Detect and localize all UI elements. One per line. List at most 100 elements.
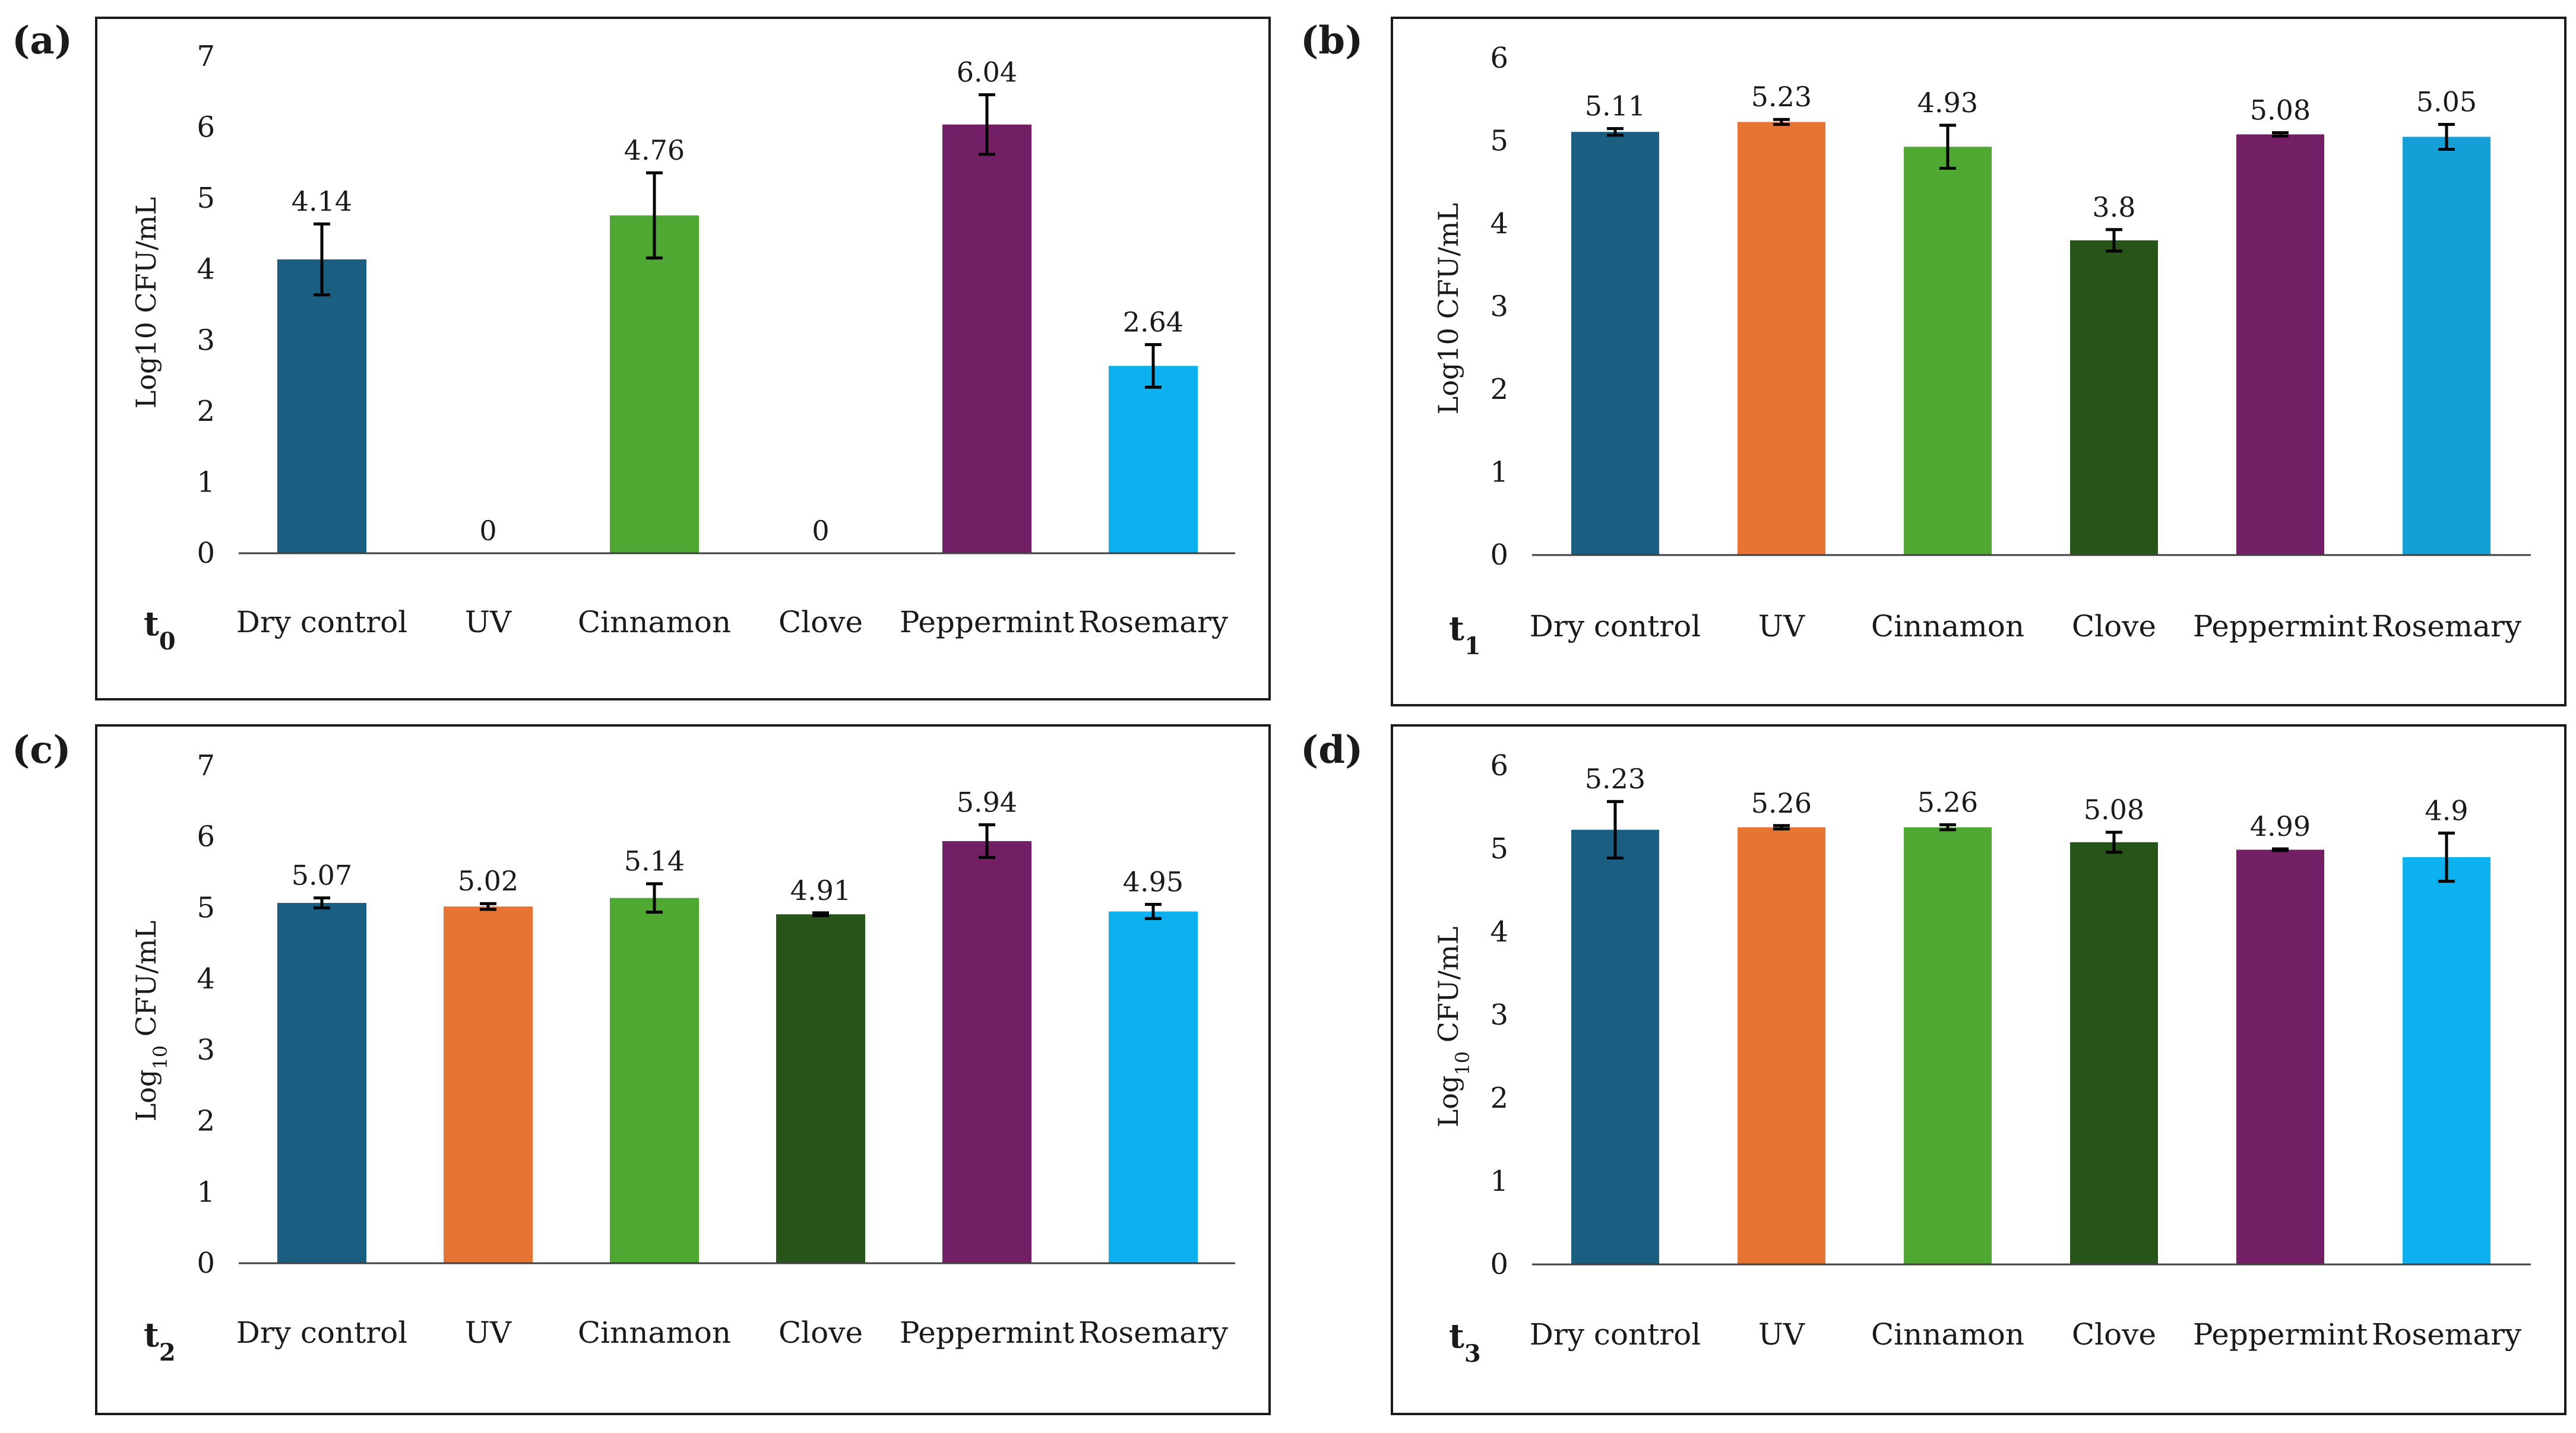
panel-frame	[1391, 17, 2566, 706]
data-label: 4.14	[292, 185, 352, 217]
error-bar	[1607, 127, 1624, 137]
bar	[942, 124, 1031, 553]
category-label: Cinnamon	[1871, 1317, 2024, 1352]
data-label: 5.05	[2416, 86, 2477, 118]
bar	[1571, 132, 1659, 555]
bar	[2070, 842, 2158, 1264]
y-tick-label: 3	[197, 1033, 215, 1067]
bar	[444, 906, 533, 1263]
category-label: Cinnamon	[1871, 609, 2024, 643]
bar	[776, 914, 865, 1263]
bar	[610, 215, 699, 554]
y-tick-label: 5	[197, 891, 215, 924]
error-bar	[1939, 123, 1956, 170]
panel-letter: (c)	[12, 728, 71, 772]
y-tick-label: 4	[197, 962, 215, 996]
y-tick-label: 0	[197, 1247, 215, 1280]
category-label: Cinnamon	[578, 605, 731, 639]
category-label: Clove	[2072, 1317, 2156, 1352]
bar	[2236, 849, 2324, 1264]
data-label: 5.02	[458, 865, 518, 897]
y-tick-label: 7	[197, 40, 215, 73]
category-label: Peppermint	[900, 1315, 1074, 1350]
panel-frame	[95, 724, 1271, 1415]
y-tick-label: 2	[197, 395, 215, 428]
data-label: 0	[479, 515, 496, 547]
y-axis-label: Log10 CFU/mL	[130, 921, 172, 1122]
data-label: 4.99	[2250, 810, 2311, 842]
error-bar	[480, 902, 496, 911]
bar	[1571, 829, 1659, 1264]
y-tick-label: 1	[197, 465, 215, 499]
error-bar	[1607, 800, 1624, 860]
bar	[2403, 137, 2490, 555]
category-label: UV	[1758, 1317, 1805, 1352]
category-label: Rosemary	[1078, 605, 1229, 639]
category-label: Clove	[779, 605, 863, 639]
y-tick-label: 2	[1490, 373, 1508, 406]
bar	[942, 841, 1031, 1263]
plot-area: 0 1 2 3 4 5 6 7 4.14 Dry control 0 UV 4.76 Cinnamon 0 C…	[197, 40, 1235, 639]
bar	[1738, 122, 1825, 556]
bar	[277, 903, 366, 1263]
data-label: 5.23	[1751, 81, 1812, 113]
y-tick-label: 3	[1490, 998, 1508, 1032]
panel-letter: (a)	[12, 18, 72, 63]
error-bar	[1773, 118, 1790, 126]
error-bar	[2438, 831, 2455, 883]
y-tick-label: 5	[1490, 125, 1508, 158]
bar	[277, 259, 366, 553]
data-label: 5.94	[957, 786, 1017, 818]
category-label: Rosemary	[2372, 1317, 2522, 1352]
bar	[610, 898, 699, 1263]
plot-area: 0 1 2 3 4 5 6 5.23 Dry control 5.26 UV 5.26 Cinnamon…	[1490, 749, 2531, 1352]
error-bar	[2272, 131, 2289, 138]
data-label: 5.26	[1917, 786, 1978, 818]
y-tick-label: 5	[1490, 832, 1508, 865]
data-label: 5.14	[624, 845, 685, 877]
panel-letter: (d)	[1300, 728, 1363, 772]
data-label: 5.23	[1585, 763, 1645, 795]
y-tick-label: 6	[1490, 42, 1508, 75]
category-label: Clove	[2072, 609, 2156, 643]
bar	[1904, 147, 1992, 555]
category-label: Peppermint	[2193, 1317, 2368, 1352]
category-label: Peppermint	[900, 605, 1074, 639]
data-label: 0	[812, 515, 829, 547]
error-bar	[2106, 228, 2122, 253]
category-label: UV	[465, 1315, 512, 1350]
category-label: Cinnamon	[578, 1315, 731, 1350]
data-label: 2.64	[1123, 306, 1183, 338]
data-label: 5.07	[292, 860, 352, 892]
y-tick-label: 5	[197, 182, 215, 215]
y-tick-label: 3	[197, 324, 215, 357]
data-label: 5.26	[1751, 787, 1812, 819]
error-bar	[646, 882, 663, 914]
y-tick-label: 4	[197, 253, 215, 286]
panel-d: (d) 0 1 2 3 4 5 6 5.23 Dry control 5.26 UV 5.26 Cinn…	[1300, 724, 2566, 1415]
panel-b: (b) 0 1 2 3 4 5 6 5.11 Dry control 5.23 UV 4.93 Cinn…	[1300, 17, 2566, 706]
bar	[1109, 911, 1198, 1263]
y-tick-label: 6	[1490, 749, 1508, 782]
error-bar	[1145, 343, 1162, 389]
category-label: Rosemary	[2372, 609, 2522, 643]
y-axis-label: Log10 CFU/mL	[130, 197, 162, 408]
data-label: 4.93	[1917, 87, 1978, 119]
bar	[2403, 857, 2490, 1264]
bar	[1904, 827, 1992, 1264]
data-label: 4.76	[624, 134, 685, 166]
y-tick-label: 0	[197, 537, 215, 570]
category-label: Clove	[779, 1315, 863, 1350]
error-bar	[2438, 123, 2455, 151]
error-bar	[1939, 823, 1956, 832]
bar	[1109, 366, 1198, 553]
y-axis-label: Log10 CFU/mL	[1432, 203, 1464, 414]
category-label: Dry control	[236, 605, 408, 639]
category-label: Dry control	[1530, 1317, 1701, 1352]
data-label: 4.95	[1123, 865, 1183, 898]
category-label: Peppermint	[2193, 609, 2368, 643]
data-label: 3.8	[2092, 191, 2135, 223]
y-tick-label: 6	[197, 111, 215, 144]
y-tick-label: 7	[197, 749, 215, 782]
